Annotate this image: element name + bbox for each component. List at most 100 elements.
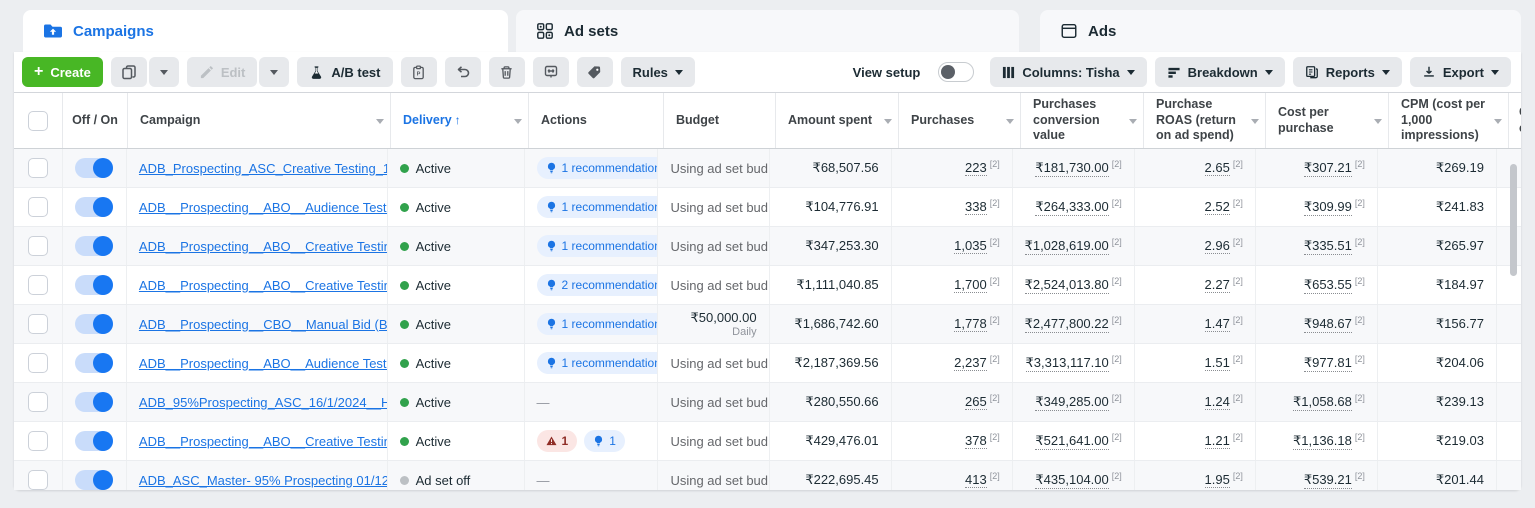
header-select-all[interactable] <box>14 93 62 148</box>
purchases-value[interactable]: 2,237 <box>954 355 987 371</box>
roas-value[interactable]: 2.96 <box>1204 238 1230 254</box>
recommendation-badge[interactable]: 1 <box>584 430 625 452</box>
duplicate-button[interactable] <box>110 57 147 87</box>
purchases-value[interactable]: 413 <box>965 472 987 488</box>
campaign-on-toggle[interactable] <box>75 197 114 217</box>
recommendation-badge[interactable]: 1 recommendation <box>536 157 658 179</box>
purchases-value[interactable]: 338 <box>965 199 987 215</box>
campaign-link[interactable]: ADB_95%Prospecting_ASC_16/1/2024__Heali.… <box>138 394 387 410</box>
row-checkbox[interactable] <box>27 392 48 412</box>
tab-ads[interactable]: Ads <box>1040 10 1521 52</box>
header-purchases[interactable]: Purchases <box>898 93 1020 148</box>
conversion-value[interactable]: ₹349,285.00 <box>1035 393 1109 411</box>
cost-per-purchase-value[interactable]: ₹309.99 <box>1303 198 1352 216</box>
cost-per-purchase-value[interactable]: ₹1,136.18 <box>1292 432 1352 450</box>
purchases-value[interactable]: 1,700 <box>954 277 987 293</box>
recommendation-badge[interactable]: 1 recommendation <box>536 313 658 335</box>
campaign-on-toggle[interactable] <box>75 470 114 490</box>
roas-value[interactable]: 2.52 <box>1204 199 1230 215</box>
roas-value[interactable]: 1.51 <box>1204 355 1230 371</box>
undo-button[interactable] <box>444 57 481 87</box>
tab-campaigns[interactable]: Campaigns <box>23 10 508 52</box>
row-checkbox[interactable] <box>27 470 48 490</box>
roas-value[interactable]: 1.24 <box>1204 394 1230 410</box>
header-amount-spent[interactable]: Amount spent <box>775 93 898 148</box>
error-badge[interactable]: 1 <box>536 430 578 452</box>
conversion-value[interactable]: ₹264,333.00 <box>1035 198 1109 216</box>
purchases-value[interactable]: 1,778 <box>954 316 987 332</box>
campaign-on-toggle[interactable] <box>75 236 114 256</box>
row-checkbox[interactable] <box>27 236 48 256</box>
roas-value[interactable]: 1.95 <box>1204 472 1230 488</box>
recommendation-badge[interactable]: 1 recommendation <box>536 352 658 374</box>
paste-button[interactable]: P <box>400 57 437 87</box>
header-purchase-roas[interactable]: Purchase ROAS (return on ad spend) <box>1143 93 1265 148</box>
recommendation-badge[interactable]: 2 recommendations <box>536 274 658 296</box>
conversion-value[interactable]: ₹1,028,619.00 <box>1024 237 1109 255</box>
row-checkbox[interactable] <box>27 314 48 334</box>
swap-arrows-button[interactable] <box>532 57 569 87</box>
campaign-on-toggle[interactable] <box>75 275 114 295</box>
conversion-value[interactable]: ₹435,104.00 <box>1035 471 1109 489</box>
delete-button[interactable] <box>488 57 525 87</box>
conversion-value[interactable]: ₹521,641.00 <box>1035 432 1109 450</box>
cost-per-purchase-value[interactable]: ₹653.55 <box>1303 276 1352 294</box>
tab-ad-sets[interactable]: Ad sets <box>516 10 1019 52</box>
header-cost-per-purchase[interactable]: Cost per purchase <box>1265 93 1388 148</box>
cost-per-purchase-value[interactable]: ₹307.21 <box>1303 159 1352 177</box>
header-delivery[interactable]: Delivery ↑ <box>390 93 528 148</box>
cost-per-purchase-value[interactable]: ₹1,058.68 <box>1292 393 1352 411</box>
campaign-on-toggle[interactable] <box>75 158 114 178</box>
cost-per-purchase-value[interactable]: ₹948.67 <box>1303 315 1352 333</box>
cost-per-purchase-value[interactable]: ₹335.51 <box>1303 237 1352 255</box>
conversion-value[interactable]: ₹3,313,117.10 <box>1025 354 1109 372</box>
header-campaign[interactable]: Campaign <box>127 93 390 148</box>
row-checkbox[interactable] <box>27 158 48 178</box>
columns-button[interactable]: Columns: Tisha <box>990 57 1147 87</box>
row-checkbox[interactable] <box>27 275 48 295</box>
roas-value[interactable]: 2.65 <box>1204 160 1230 176</box>
tag-button[interactable] <box>576 57 613 87</box>
purchases-value[interactable]: 378 <box>965 433 987 449</box>
purchases-value[interactable]: 265 <box>965 394 987 410</box>
campaign-link[interactable]: ADB__Prospecting__ABO__Creative Testing_… <box>138 238 387 254</box>
select-all-checkbox[interactable] <box>28 110 48 131</box>
campaign-link[interactable]: ADB_ASC_Master- 95% Prospecting 01/12 <box>138 472 387 488</box>
vertical-scrollbar[interactable] <box>1510 164 1517 276</box>
row-checkbox[interactable] <box>27 197 48 217</box>
recommendation-badge[interactable]: 1 recommendation <box>536 196 658 218</box>
roas-value[interactable]: 2.27 <box>1204 277 1230 293</box>
campaign-on-toggle[interactable] <box>75 431 114 451</box>
ab-test-button[interactable]: A/B test <box>297 57 393 87</box>
rules-button[interactable]: Rules <box>620 57 695 87</box>
cost-per-purchase-value[interactable]: ₹539.21 <box>1303 471 1352 489</box>
conversion-value[interactable]: ₹2,524,013.80 <box>1024 276 1109 294</box>
campaign-link[interactable]: ADB__Prospecting__ABO__Creative Testing_… <box>138 433 387 449</box>
edit-button[interactable]: Edit <box>186 57 258 87</box>
conversion-value[interactable]: ₹2,477,800.22 <box>1024 315 1109 333</box>
recommendation-badge[interactable]: 1 recommendation <box>536 235 658 257</box>
duplicate-dropdown-button[interactable] <box>148 57 179 87</box>
campaign-link[interactable]: ADB__Prospecting__ABO__Audience Testing_… <box>138 199 387 215</box>
create-button[interactable]: + Create <box>22 57 103 87</box>
roas-value[interactable]: 1.47 <box>1204 316 1230 332</box>
edit-dropdown-button[interactable] <box>259 57 290 87</box>
roas-value[interactable]: 1.21 <box>1204 433 1230 449</box>
purchases-value[interactable]: 1,035 <box>954 238 987 254</box>
row-checkbox[interactable] <box>27 431 48 451</box>
reports-button[interactable]: Reports <box>1292 57 1402 87</box>
campaign-on-toggle[interactable] <box>75 392 114 412</box>
campaign-on-toggle[interactable] <box>75 353 114 373</box>
view-setup-toggle[interactable] <box>938 62 975 82</box>
conversion-value[interactable]: ₹181,730.00 <box>1035 159 1109 177</box>
purchases-value[interactable]: 223 <box>965 160 987 176</box>
header-purchases-conversion-value[interactable]: Purchases conversion value <box>1020 93 1143 148</box>
campaign-link[interactable]: ADB__Prospecting__CBO__Manual Bid (Bid C… <box>138 316 387 332</box>
campaign-link[interactable]: ADB_Prospecting_ASC_Creative Testing_12/… <box>138 160 387 176</box>
campaign-on-toggle[interactable] <box>75 314 114 334</box>
export-button[interactable]: Export <box>1409 57 1511 87</box>
campaign-link[interactable]: ADB__Prospecting__ABO__Audience Testing_… <box>138 355 387 371</box>
header-cpm[interactable]: CPM (cost per 1,000 impressions) <box>1388 93 1508 148</box>
row-checkbox[interactable] <box>27 353 48 373</box>
campaign-link[interactable]: ADB__Prospecting__ABO__Creative Testing_… <box>138 277 387 293</box>
